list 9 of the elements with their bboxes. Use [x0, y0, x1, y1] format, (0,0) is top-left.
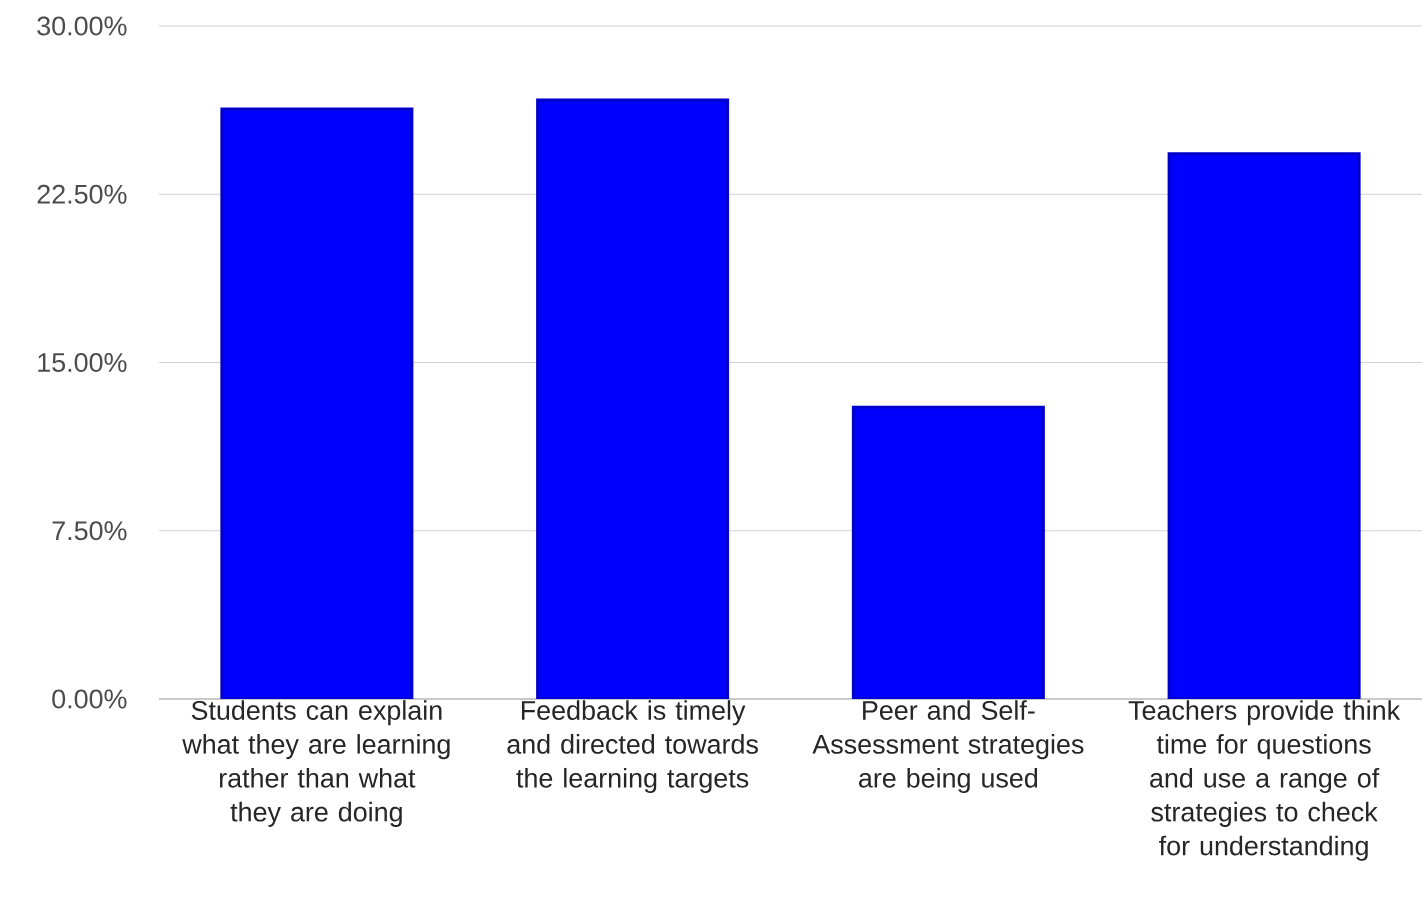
y-tick-label: 22.50% [37, 184, 127, 204]
x-tick-label: Teachers provide think time for questions and use a range of strategies to check for understanding [1128, 700, 1401, 861]
y-tick-label: 15.00% [38, 352, 127, 373]
y-tick-label: 30.00% [37, 16, 127, 36]
x-tick-label: Students can explain what they are learning rather than what they are doing [182, 700, 450, 827]
x-tick-label: Feedback is timely and directed towards the learning targets [507, 700, 758, 794]
y-tick-label: 7.50% [52, 521, 127, 541]
y-tick-label: 0.00% [52, 689, 127, 709]
x-tick-label: Peer and Self-Assessment strategies are being used [812, 700, 1084, 794]
